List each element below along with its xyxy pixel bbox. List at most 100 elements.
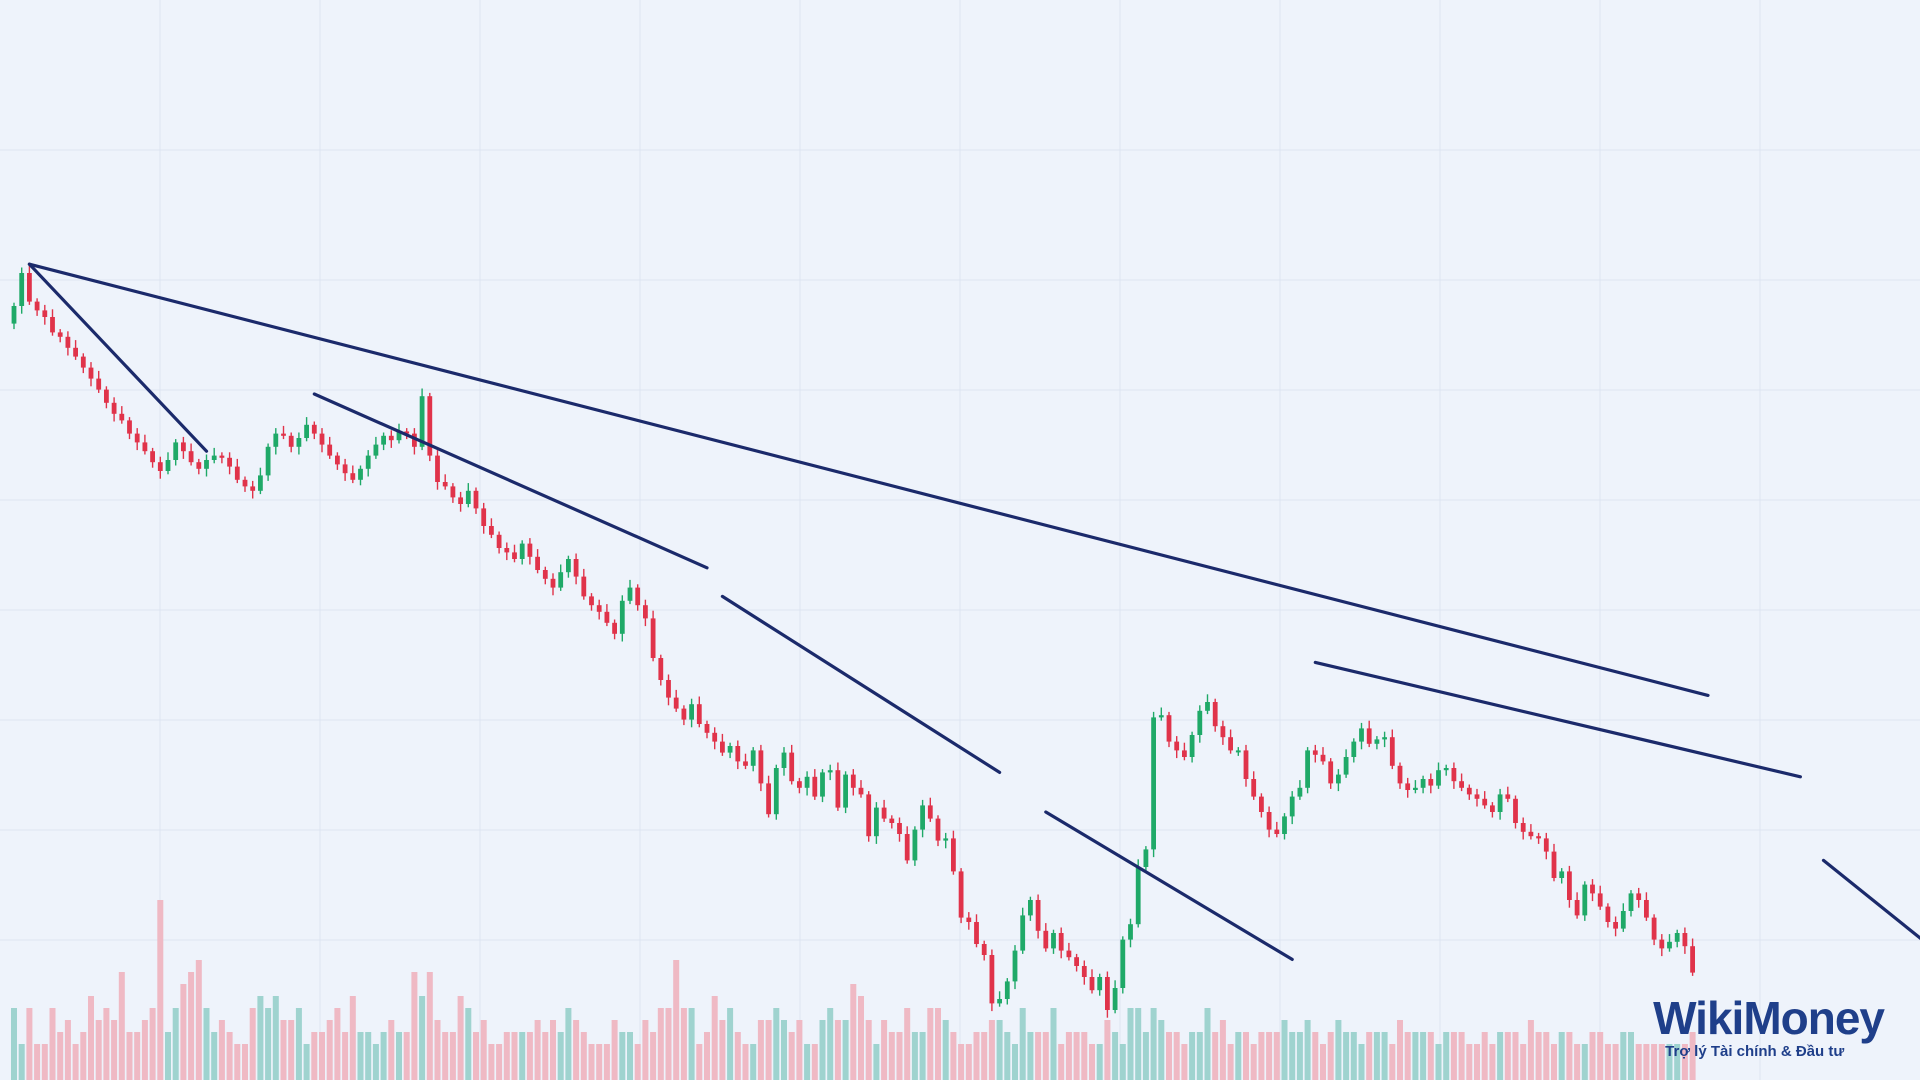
candle-body [1151, 717, 1156, 850]
volume-bar [1466, 1044, 1473, 1080]
volume-bar [396, 1032, 402, 1080]
volume-bar [411, 972, 418, 1080]
candle-body [242, 479, 248, 487]
volume-bar [1150, 1008, 1157, 1080]
volume-bar [1450, 1032, 1457, 1080]
candle-body [1590, 884, 1595, 894]
volume-bar [1050, 1008, 1057, 1080]
candle-body [1582, 884, 1588, 916]
candle-body [874, 807, 879, 837]
volume-bar [1404, 1032, 1411, 1080]
trendline [1044, 810, 1294, 962]
volume-bar [950, 1032, 957, 1080]
volume-bar [203, 1008, 210, 1080]
volume-bar [1412, 1032, 1419, 1080]
candle-body [1559, 871, 1565, 878]
candle-body [227, 457, 232, 467]
volume-bar [188, 972, 195, 1080]
volume-bar [742, 1044, 749, 1080]
candle-body [927, 805, 933, 819]
volume-bar [573, 1020, 580, 1080]
candle-body [134, 433, 140, 443]
volume-bar [1273, 1032, 1280, 1080]
candle-body [404, 431, 410, 434]
volume-bar [1219, 1020, 1226, 1080]
volume-bar [1019, 1008, 1026, 1080]
candle-body [758, 750, 764, 784]
volume-bar [1135, 1008, 1142, 1080]
candle-body [1482, 798, 1488, 806]
candle-body [419, 396, 425, 447]
candle-body [1405, 783, 1411, 790]
volume-bar [611, 1020, 618, 1080]
candle-body [1420, 779, 1426, 788]
trendline [1821, 858, 1920, 940]
candle-body [696, 704, 702, 724]
candle-body [304, 424, 309, 438]
volume-bar [103, 1008, 110, 1080]
volume-bar [1281, 1020, 1288, 1080]
volume-bar [180, 984, 187, 1080]
volume-bar [1527, 1020, 1534, 1080]
candle-body [388, 435, 394, 441]
candle-body [142, 442, 148, 452]
volume-bar [88, 996, 94, 1080]
volume-bar [172, 1008, 179, 1080]
candle-body [465, 490, 471, 504]
volume-bar [326, 1020, 333, 1080]
volume-bar [118, 972, 125, 1080]
volume-bar [819, 1020, 826, 1080]
candle-body [1343, 757, 1349, 775]
volume-bar [372, 1044, 379, 1080]
candle-body [935, 818, 941, 841]
volume-bar [580, 1032, 587, 1080]
candle-body [1043, 930, 1049, 949]
candle-body [635, 587, 641, 606]
candle-body [1389, 737, 1395, 766]
volume-bar [1397, 1020, 1403, 1080]
candle-body [73, 347, 78, 357]
volume-bar [1643, 1044, 1650, 1080]
volume-bar [1566, 1032, 1573, 1080]
volume-bar [665, 1008, 672, 1080]
volume-bar [388, 1020, 395, 1080]
logo-tagline: Trợ lý Tài chính & Đầu tư [1665, 1043, 1845, 1060]
volume-bar [704, 1032, 710, 1080]
volume-bar [688, 1008, 695, 1080]
volume-bar [1327, 1032, 1334, 1080]
candle-body [1536, 836, 1541, 839]
volume-bar [149, 1008, 156, 1080]
candle-body [889, 818, 895, 823]
volume-bar [303, 1044, 310, 1080]
volume-bar [534, 1020, 541, 1080]
candle-body [1297, 787, 1303, 797]
candle-body [573, 559, 579, 577]
volume-bar [57, 1032, 64, 1080]
candle-body [173, 442, 179, 460]
volume-bar [734, 1032, 741, 1080]
candle-body [835, 770, 841, 808]
trendline [312, 392, 709, 570]
candle-body [612, 622, 617, 634]
volume-bar [18, 1044, 25, 1080]
logo-wordmark: WikiMoney [1653, 995, 1885, 1041]
volume-bar [1212, 1032, 1219, 1080]
volume-bar [242, 1044, 248, 1080]
candle-body [1097, 977, 1103, 991]
candle-body [1004, 981, 1010, 999]
candle-body [1066, 950, 1072, 958]
volume-bar [773, 1008, 780, 1080]
candle-body [681, 708, 687, 720]
candle-body [1289, 796, 1295, 817]
candle-body [619, 600, 625, 634]
candle-body [157, 462, 163, 471]
candle-body [804, 776, 810, 788]
candle-body [797, 781, 802, 788]
volume-bar [311, 1032, 318, 1080]
volume-bar [519, 1032, 526, 1080]
volume-bar [1104, 1020, 1111, 1080]
candle-body [1274, 829, 1280, 834]
volume-bar [1666, 1044, 1673, 1080]
trendline [1313, 660, 1803, 779]
candle-body [1020, 915, 1026, 951]
